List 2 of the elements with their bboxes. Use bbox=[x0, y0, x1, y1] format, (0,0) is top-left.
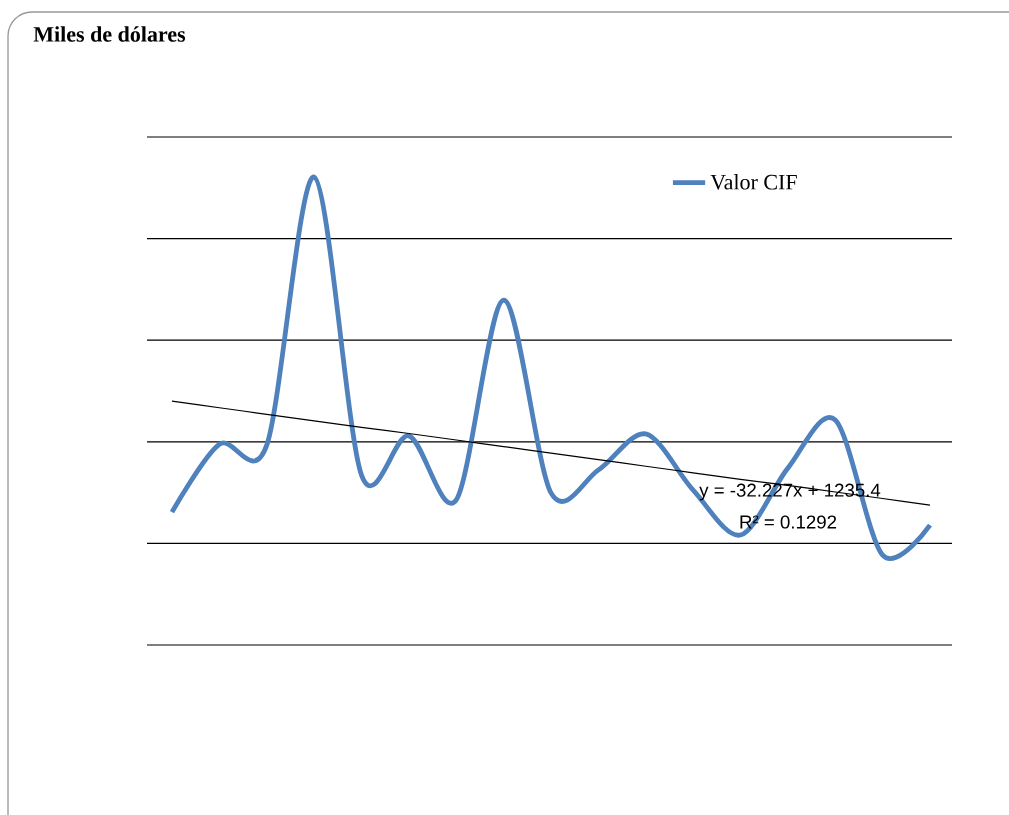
legend-label: Valor CIF bbox=[710, 174, 797, 190]
chart-title: Miles de dólares bbox=[33, 26, 186, 42]
